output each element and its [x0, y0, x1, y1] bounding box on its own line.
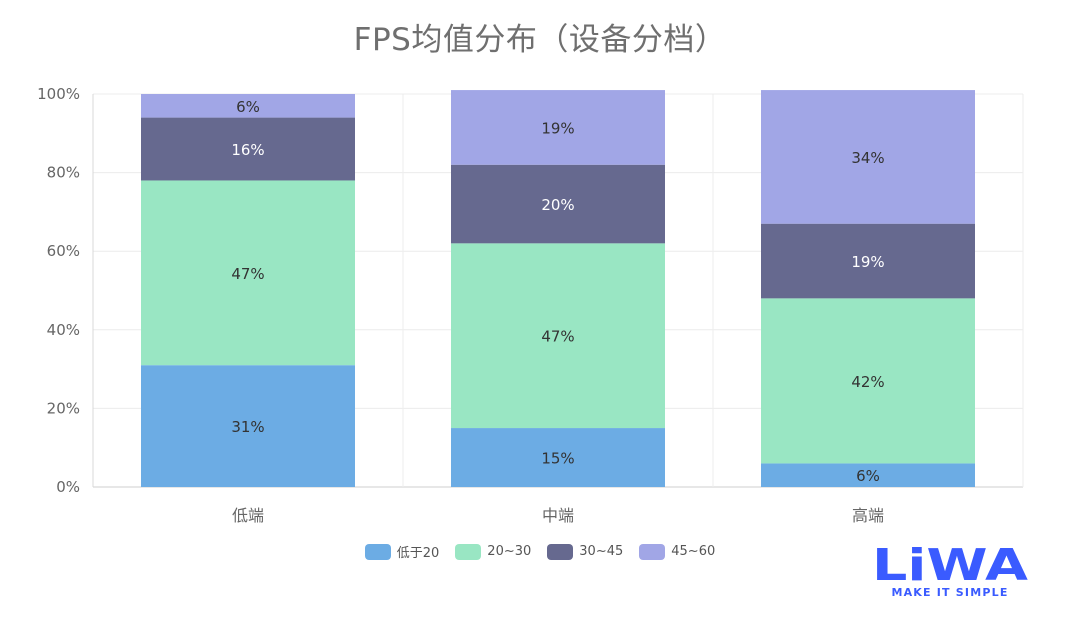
data-label: 19% — [851, 253, 884, 271]
data-label: 6% — [856, 467, 880, 485]
bar-segment — [451, 243, 665, 429]
data-label: 42% — [851, 373, 884, 391]
legend-item-series-3[interactable]: 45~60 — [639, 542, 715, 561]
legend-swatch — [364, 543, 391, 560]
data-label: 34% — [851, 149, 884, 167]
y-tick-label: 80% — [47, 164, 80, 182]
y-tick-label: 40% — [47, 321, 80, 339]
data-label: 47% — [231, 265, 264, 283]
bar-segment — [141, 117, 355, 181]
bar-segment — [141, 180, 355, 366]
y-tick-label: 20% — [47, 399, 80, 417]
bar-segment — [761, 463, 975, 487]
y-tick-label: 60% — [47, 242, 80, 260]
bar-segment — [141, 365, 355, 487]
logo-text: LiWA — [872, 540, 1028, 591]
logo-tagline: MAKE IT SIMPLE — [891, 586, 1009, 599]
legend-label: 45~60 — [671, 544, 716, 559]
data-label: 6% — [236, 98, 260, 116]
x-tick-label: 低端 — [232, 506, 264, 525]
chart-legend: 低于20 20~30 30~45 45~60 — [0, 542, 1080, 561]
legend-swatch — [455, 543, 482, 560]
legend-item-series-1[interactable]: 20~30 — [455, 542, 531, 561]
bar-segment — [761, 90, 975, 224]
bar-segment — [451, 428, 665, 487]
legend-item-series-2[interactable]: 30~45 — [547, 542, 623, 561]
data-label: 47% — [541, 328, 574, 346]
y-tick-label: 0% — [56, 478, 80, 496]
bar-segment — [761, 298, 975, 464]
data-label: 31% — [231, 418, 264, 436]
data-label: 16% — [231, 141, 264, 159]
legend-label: 30~45 — [579, 544, 624, 559]
y-tick-label: 100% — [37, 85, 80, 103]
x-tick-label: 高端 — [852, 506, 884, 525]
data-label: 19% — [541, 119, 574, 137]
legend-swatch — [547, 543, 574, 560]
x-tick-label: 中端 — [542, 506, 574, 525]
bar-segment — [451, 164, 665, 244]
data-label: 15% — [541, 450, 574, 468]
chart-title: FPS均值分布（设备分档） — [353, 22, 727, 58]
legend-label: 低于20 — [396, 546, 440, 561]
legend-swatch — [639, 543, 666, 560]
bar-segment — [761, 223, 975, 299]
bar-segment — [451, 90, 665, 165]
data-label: 20% — [541, 196, 574, 214]
bar-segment — [141, 94, 355, 118]
legend-item-series-0[interactable]: 低于20 — [364, 542, 440, 561]
legend-label: 20~30 — [487, 544, 532, 559]
liwa-logo: LiWA — [872, 540, 1028, 591]
